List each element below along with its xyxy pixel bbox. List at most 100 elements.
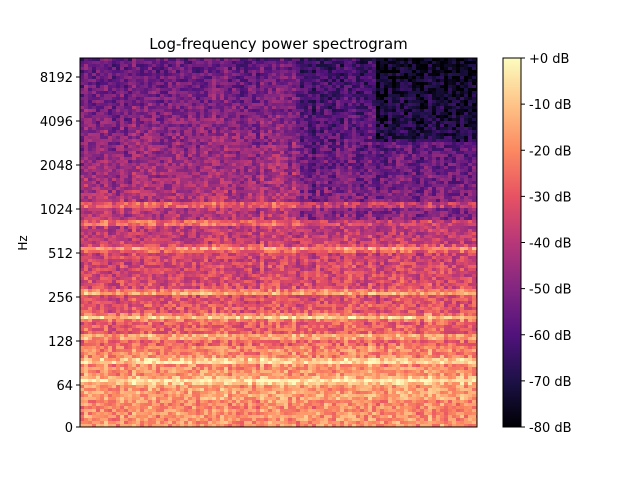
heatmap-cell: [184, 79, 189, 83]
heatmap-cell: [196, 208, 201, 212]
heatmap-cell: [160, 367, 165, 371]
heatmap-cell: [208, 373, 213, 377]
heatmap-cell: [184, 343, 189, 347]
heatmap-cell: [240, 103, 245, 107]
heatmap-cell: [236, 235, 241, 239]
heatmap-cell: [132, 70, 137, 74]
heatmap-cell: [140, 334, 145, 338]
heatmap-cell: [152, 316, 157, 320]
heatmap-cell: [108, 238, 113, 242]
heatmap-cell: [220, 151, 225, 155]
heatmap-cell: [204, 394, 209, 398]
heatmap-cell: [152, 292, 157, 296]
heatmap-cell: [164, 232, 169, 236]
heatmap-cell: [140, 289, 145, 293]
heatmap-cell: [84, 352, 89, 356]
heatmap-cell: [124, 265, 129, 269]
heatmap-cell: [132, 388, 137, 392]
heatmap-cell: [184, 394, 189, 398]
heatmap-cell: [188, 79, 193, 83]
heatmap-cell: [100, 199, 105, 203]
heatmap-cell: [176, 361, 181, 365]
heatmap-cell: [136, 325, 141, 329]
heatmap-cell: [136, 157, 141, 161]
heatmap-cell: [196, 136, 201, 140]
heatmap-cell: [120, 253, 125, 257]
heatmap-cell: [116, 361, 121, 365]
heatmap-cell: [224, 259, 229, 263]
heatmap-cell: [188, 121, 193, 125]
heatmap-cell: [224, 316, 229, 320]
heatmap-cell: [208, 85, 213, 89]
heatmap-cell: [192, 73, 197, 77]
heatmap-cell: [128, 403, 133, 407]
heatmap-cell: [156, 295, 161, 299]
heatmap-cell: [180, 244, 185, 248]
heatmap-cell: [144, 274, 149, 278]
heatmap-cell: [192, 142, 197, 146]
heatmap-cell: [112, 391, 117, 395]
heatmap-cell: [104, 367, 109, 371]
heatmap-cell: [104, 235, 109, 239]
heatmap-cell: [232, 304, 237, 308]
heatmap-cell: [200, 97, 205, 101]
heatmap-cell: [104, 280, 109, 284]
heatmap-cell: [220, 139, 225, 143]
heatmap-cell: [152, 76, 157, 80]
heatmap-cell: [184, 391, 189, 395]
heatmap-cell: [232, 319, 237, 323]
heatmap-cell: [144, 205, 149, 209]
heatmap-cell: [80, 376, 85, 380]
heatmap-cell: [188, 241, 193, 245]
heatmap-cell: [92, 175, 97, 179]
chart-title: Log-frequency power spectrogram: [149, 35, 408, 53]
heatmap-cell: [208, 328, 213, 332]
heatmap-cell: [96, 64, 101, 68]
heatmap-cell: [224, 166, 229, 170]
heatmap-cell: [240, 73, 245, 77]
heatmap-cell: [140, 133, 145, 137]
heatmap-cell: [120, 136, 125, 140]
heatmap-cell: [100, 235, 105, 239]
heatmap-cell: [104, 277, 109, 281]
spectrogram-heatmap: [80, 58, 477, 427]
heatmap-cell: [176, 115, 181, 119]
heatmap-cell: [88, 304, 93, 308]
heatmap-cell: [148, 121, 153, 125]
heatmap-cell: [208, 283, 213, 287]
heatmap-cell: [160, 337, 165, 341]
heatmap-cell: [200, 160, 205, 164]
heatmap-cell: [220, 295, 225, 299]
heatmap-cell: [188, 58, 193, 62]
heatmap-cell: [216, 352, 221, 356]
heatmap-cell: [220, 244, 225, 248]
heatmap-cell: [164, 88, 169, 92]
heatmap-cell: [96, 367, 101, 371]
heatmap-cell: [164, 340, 169, 344]
heatmap-cell: [184, 304, 189, 308]
heatmap-cell: [152, 319, 157, 323]
heatmap-cell: [220, 370, 225, 374]
heatmap-cell: [168, 268, 173, 272]
heatmap-cell: [204, 343, 209, 347]
heatmap-cell: [220, 235, 225, 239]
heatmap-cell: [184, 316, 189, 320]
heatmap-cell: [156, 124, 161, 128]
heatmap-cell: [200, 238, 205, 242]
heatmap-cell: [168, 331, 173, 335]
heatmap-cell: [152, 346, 157, 350]
heatmap-cell: [212, 397, 217, 401]
heatmap-cell: [200, 340, 205, 344]
heatmap-cell: [160, 205, 165, 209]
heatmap-cell: [88, 226, 93, 230]
heatmap-cell: [156, 58, 161, 62]
heatmap-cell: [200, 409, 205, 413]
heatmap-cell: [224, 418, 229, 422]
heatmap-cell: [232, 208, 237, 212]
heatmap-cell: [100, 310, 105, 314]
heatmap-cell: [192, 424, 197, 427]
heatmap-cell: [224, 298, 229, 302]
heatmap-cell: [192, 238, 197, 242]
heatmap-cell: [112, 163, 117, 167]
heatmap-cell: [108, 256, 113, 260]
